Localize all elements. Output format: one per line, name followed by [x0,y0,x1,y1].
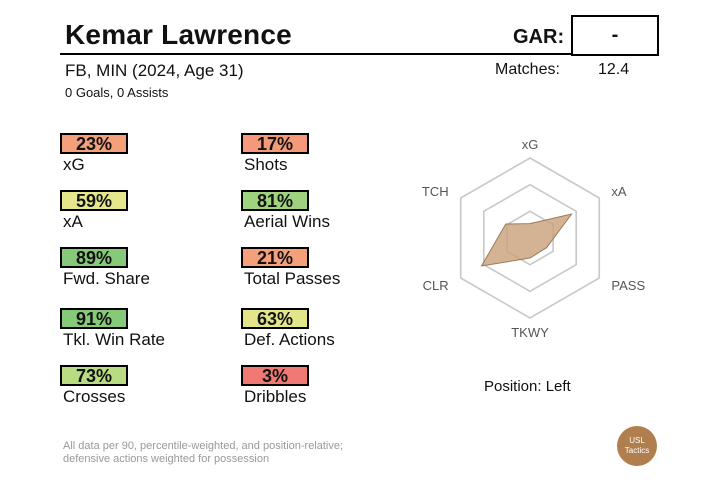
radar-axis-labels: xG xA PASS TKWY CLR TCH [422,137,646,340]
gar-value-box: - [571,15,659,56]
stat-xg-value: 23% [60,133,128,154]
gar-value: - [611,24,619,46]
stat-dribbles-value: 3% [241,365,309,386]
stat-aerial-wins-value: 81% [241,190,309,211]
radar-shape [480,213,573,267]
radar-label-tkwy: TKWY [511,325,549,340]
radar-label-xa: xA [611,184,627,199]
stat-xg-label: xG [63,155,85,174]
stat-def-actions: 63% Def. Actions [241,308,401,350]
stat-shots-label: Shots [244,155,288,174]
position-text: Position: Left [484,378,571,395]
stat-fwd-share: 89% Fwd. Share [60,247,220,289]
stat-total-passes: 21% Total Passes [241,247,401,289]
matches-value: 12.4 [598,61,630,78]
player-subtitle: FB, MIN (2024, Age 31) [65,61,244,80]
stat-fwd-share-value: 89% [60,247,128,268]
stat-def-actions-value: 63% [241,308,309,329]
matches-label: Matches: [495,61,560,78]
stat-shots-value: 17% [241,133,309,154]
stat-xa-value: 59% [60,190,128,211]
stat-fwd-share-label: Fwd. Share [63,269,150,288]
stat-crosses: 73% Crosses [60,365,220,407]
footnote-line-1: All data per 90, percentile-weighted, an… [63,440,344,452]
stat-xg: 23% xG [60,133,220,175]
stat-dribbles-label: Dribbles [244,387,307,406]
stat-xa: 59% xA [60,190,220,232]
stat-tkl-win-rate-label: Tkl. Win Rate [63,330,166,349]
radar-label-xg: xG [522,137,539,152]
header-divider [60,53,572,55]
radar-label-tch: TCH [422,184,449,199]
footnote: All data per 90, percentile-weighted, an… [63,440,343,466]
stat-aerial-wins-label: Aerial Wins [244,212,330,231]
stat-xa-label: xA [63,212,83,231]
usl-tactics-logo: USL Tactics [617,426,657,466]
footnote-line-2: defensive actions weighted for possessio… [63,453,270,465]
stat-total-passes-label: Total Passes [244,269,341,288]
radar-label-clr: CLR [423,278,449,293]
stat-aerial-wins: 81% Aerial Wins [241,190,401,232]
player-name: Kemar Lawrence [65,19,292,50]
radar-grid-ring [483,183,577,293]
stat-tkl-win-rate: 91% Tkl. Win Rate [60,308,220,350]
radar-chart: xG xA PASS TKWY CLR TCH [422,137,646,340]
radar-label-pass: PASS [611,278,645,293]
stat-def-actions-label: Def. Actions [244,330,335,349]
stat-tkl-win-rate-value: 91% [60,308,128,329]
logo-line-1: USL [629,436,645,445]
stat-dribbles: 3% Dribbles [241,365,401,407]
stat-total-passes-value: 21% [241,247,309,268]
radar-grid-ring [459,157,601,319]
gar-label: GAR: [513,26,565,48]
logo-line-2: Tactics [624,446,650,455]
stat-crosses-value: 73% [60,365,128,386]
goals-assists: 0 Goals, 0 Assists [65,85,169,100]
stat-shots: 17% Shots [241,133,401,175]
stat-crosses-label: Crosses [63,387,126,406]
